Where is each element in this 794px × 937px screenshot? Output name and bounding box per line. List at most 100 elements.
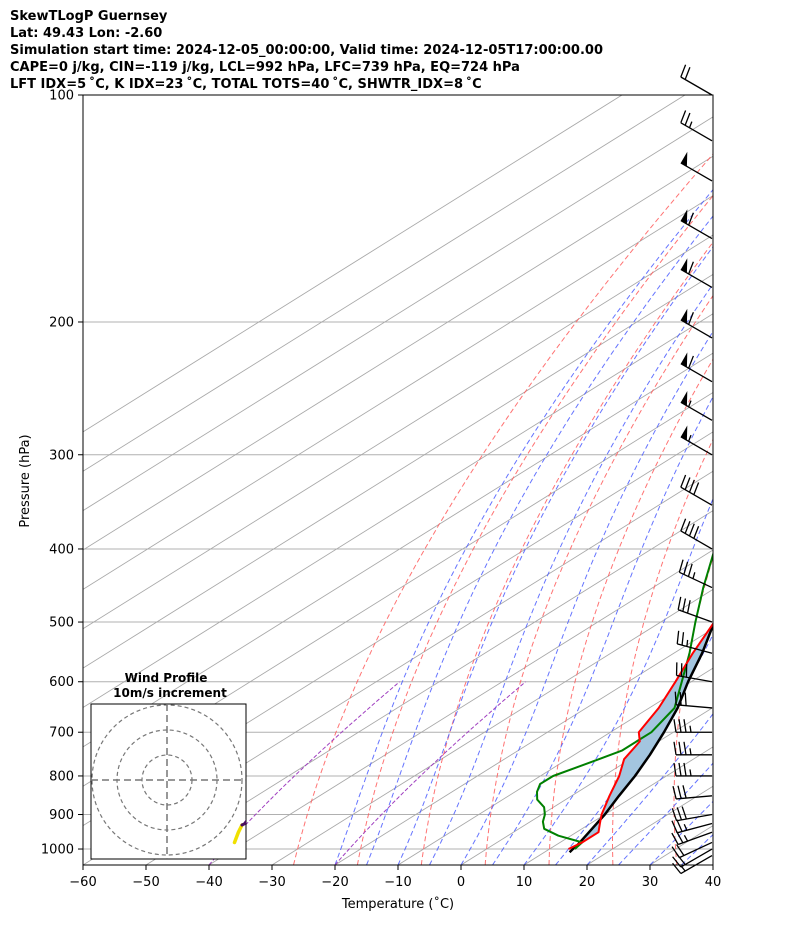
barb-full — [680, 518, 687, 532]
barb-full — [671, 820, 678, 834]
barb-full — [680, 64, 687, 78]
isotherm-line — [83, 234, 713, 630]
time-text: Simulation start time: 2024-12-05_00:00:… — [10, 43, 603, 58]
barb-flag — [680, 151, 688, 167]
wind-barb — [673, 741, 712, 756]
barb-staff — [677, 831, 713, 846]
x-tick-label: 30 — [642, 875, 659, 890]
barb-full — [688, 479, 695, 493]
barb-full — [688, 355, 694, 369]
barb-staff — [679, 571, 713, 589]
barb-full — [677, 596, 682, 610]
wind-barb — [671, 819, 713, 834]
y-tick-label: 500 — [49, 616, 74, 631]
barb-half — [688, 121, 693, 129]
wind-barb — [675, 662, 713, 683]
mixing-ratio-line — [334, 681, 526, 865]
barb-full — [678, 559, 684, 573]
y-axis-label: Pressure (hPa) — [18, 434, 33, 527]
barb-full — [684, 112, 691, 126]
x-tick-label: −50 — [132, 875, 159, 890]
y-tick-label: 1000 — [41, 843, 74, 858]
isotherm-line — [83, 155, 713, 551]
barb-staff — [680, 486, 713, 506]
barb-half — [689, 748, 692, 755]
isotherm-line — [271, 588, 713, 865]
cin-shaded-area — [568, 623, 713, 849]
wind-barb — [680, 518, 713, 550]
barb-full — [684, 477, 691, 490]
moist-adiabat-line — [334, 188, 713, 865]
isotherm-line — [83, 273, 713, 669]
y-tick-label: 100 — [49, 89, 74, 104]
barb-staff — [677, 643, 713, 654]
hodograph-content — [91, 704, 246, 859]
y-tick-label: 300 — [49, 448, 74, 463]
barb-full — [676, 819, 683, 832]
moist-adiabat-line — [712, 864, 713, 865]
wind-barb — [680, 258, 713, 289]
barb-full — [676, 630, 680, 645]
isotherm-line — [523, 746, 713, 865]
wind-barb — [680, 64, 713, 96]
barb-half — [688, 400, 692, 407]
barb-full — [681, 632, 685, 646]
dry-adiabat-line — [673, 556, 713, 865]
barb-staff — [680, 530, 713, 550]
wind-barb — [673, 762, 712, 777]
wind-barb — [676, 630, 713, 654]
isotherm-line — [83, 95, 623, 433]
barb-full — [683, 741, 687, 755]
barb-full — [677, 785, 682, 799]
wind-barb — [680, 308, 713, 339]
hodograph-subtitle: 10m/s increment — [113, 686, 227, 700]
hodograph-inset — [90, 703, 247, 860]
isotherm-line — [145, 510, 713, 865]
wind-barb — [672, 785, 713, 800]
barb-flag — [680, 352, 688, 368]
barb-full — [673, 741, 677, 755]
dry-adiabat-line — [293, 153, 713, 865]
barb-staff — [676, 813, 713, 822]
isotherm-line — [712, 864, 713, 865]
isotherm-line — [208, 549, 713, 865]
y-tick-label: 600 — [49, 675, 74, 690]
wind-barb — [680, 352, 713, 383]
barb-full — [680, 474, 687, 488]
barb-flag — [680, 258, 688, 273]
isotherm-line — [460, 706, 713, 865]
isotherm-line — [397, 667, 713, 865]
hodograph-title: Wind Profile — [125, 671, 208, 685]
x-axis-label: Temperature (˚C) — [341, 896, 454, 912]
indices-line-2: LFT IDX=5 ˚C, K IDX=23 ˚C, TOTAL TOTS=40… — [10, 77, 482, 92]
barb-full — [688, 261, 694, 275]
wind-barb — [677, 596, 713, 623]
parcel-profile-line — [568, 621, 713, 854]
isotherm-line — [83, 116, 713, 512]
chart-title: SkewTLogP Guernsey — [10, 9, 168, 24]
x-tick-label: −20 — [321, 875, 348, 890]
barb-full — [678, 762, 682, 777]
location-text: Lat: 49.43 Lon: -2.60 — [10, 26, 163, 41]
barb-flag — [680, 308, 688, 324]
dry-adiabat-line — [484, 294, 713, 865]
x-tick-label: −30 — [258, 875, 285, 890]
x-tick-label: −40 — [195, 875, 222, 890]
moist-adiabat-line — [523, 497, 713, 865]
barb-full — [671, 846, 680, 858]
barb-staff — [676, 704, 713, 709]
wind-barb — [673, 719, 712, 733]
barb-full — [688, 523, 695, 537]
barb-half — [692, 572, 696, 579]
barb-flag — [680, 425, 688, 441]
barb-full — [676, 807, 683, 821]
moist-adiabat-line — [397, 245, 713, 865]
barb-full — [672, 786, 677, 800]
x-tick-label: 20 — [579, 875, 596, 890]
barb-staff — [677, 822, 713, 834]
y-tick-label: 400 — [49, 542, 74, 557]
wind-barb — [680, 474, 713, 506]
indices-line-1: CAPE=0 j/kg, CIN=-119 j/kg, LCL=992 hPa,… — [10, 60, 520, 75]
barb-full — [671, 832, 679, 845]
barb-full — [674, 691, 677, 705]
